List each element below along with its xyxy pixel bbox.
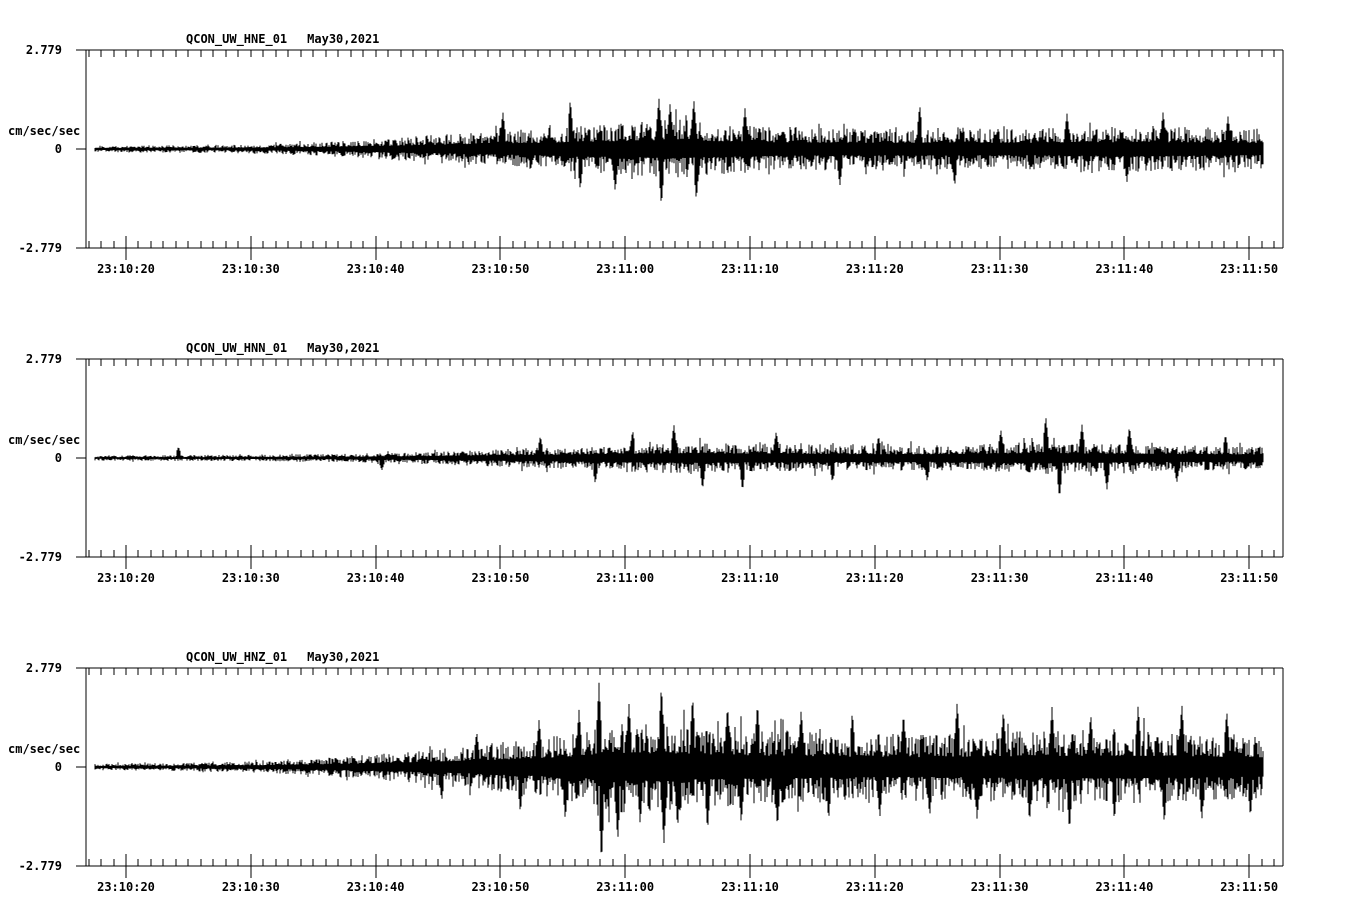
- date-label: May30,2021: [307, 32, 380, 46]
- x-axis-time-label: 23:11:40: [1095, 880, 1154, 894]
- panel-title: QCON_UW_HNZ_01 May30,2021: [186, 651, 379, 664]
- y-axis-units-label: cm/sec/sec: [8, 742, 81, 756]
- y-axis-max-label: 2.779: [25, 661, 62, 675]
- waveform-trace-hnn: [94, 418, 1264, 494]
- y-axis-max-label: 2.779: [25, 352, 62, 366]
- x-axis-time-label: 23:11:50: [1220, 571, 1279, 585]
- waveform-trace-hnz: [94, 682, 1264, 853]
- x-axis-time-label: 23:11:40: [1095, 262, 1154, 276]
- x-axis-time-label: 23:10:40: [346, 880, 405, 894]
- x-axis-time-label: 23:10:40: [346, 262, 405, 276]
- x-axis-time-label: 23:10:50: [471, 571, 530, 585]
- x-axis-time-label: 23:11:30: [970, 262, 1029, 276]
- waveform-trace-hne: [94, 98, 1264, 201]
- x-axis-time-label: 23:10:20: [97, 262, 155, 276]
- x-axis-time-label: 23:11:10: [721, 262, 779, 276]
- y-axis-min-label: -2.779: [18, 550, 62, 564]
- x-axis-time-label: 23:10:20: [97, 880, 155, 894]
- x-axis-time-label: 23:11:50: [1220, 880, 1279, 894]
- x-axis-time-label: 23:11:00: [596, 571, 655, 585]
- y-axis-min-label: -2.779: [18, 859, 62, 873]
- date-label: May30,2021: [307, 341, 380, 355]
- station-channel-label: QCON_UW_HNZ_01: [186, 650, 288, 664]
- x-axis-time-label: 23:10:30: [221, 880, 280, 894]
- date-label: May30,2021: [307, 650, 380, 664]
- x-axis-time-label: 23:10:20: [97, 571, 155, 585]
- y-axis-min-label: -2.779: [18, 241, 62, 255]
- x-axis-time-label: 23:11:10: [721, 880, 779, 894]
- x-axis-time-label: 23:11:40: [1095, 571, 1154, 585]
- y-axis-max-label: 2.779: [25, 43, 62, 57]
- x-axis-time-label: 23:11:30: [970, 880, 1029, 894]
- y-axis-zero-label: 0: [54, 760, 62, 774]
- station-channel-label: QCON_UW_HNE_01: [186, 32, 288, 46]
- y-axis-zero-label: 0: [54, 451, 62, 465]
- y-axis-units-label: cm/sec/sec: [8, 433, 81, 447]
- x-axis-time-label: 23:11:30: [970, 571, 1029, 585]
- x-axis-time-label: 23:11:00: [596, 262, 655, 276]
- x-axis-time-label: 23:10:40: [346, 571, 405, 585]
- x-axis-time-label: 23:10:50: [471, 262, 530, 276]
- x-axis-time-label: 23:11:20: [845, 571, 904, 585]
- x-axis-time-label: 23:11:10: [721, 571, 779, 585]
- panel-title: QCON_UW_HNN_01 May30,2021: [186, 342, 379, 355]
- x-axis-time-label: 23:10:50: [471, 880, 530, 894]
- panel-title: QCON_UW_HNE_01 May30,2021: [186, 33, 379, 46]
- x-axis-time-label: 23:11:00: [596, 880, 655, 894]
- x-axis-time-label: 23:11:20: [845, 262, 904, 276]
- station-channel-label: QCON_UW_HNN_01: [186, 341, 288, 355]
- x-axis-time-label: 23:11:50: [1220, 262, 1279, 276]
- y-axis-units-label: cm/sec/sec: [8, 124, 81, 138]
- y-axis-zero-label: 0: [54, 142, 62, 156]
- x-axis-time-label: 23:11:20: [845, 880, 904, 894]
- x-axis-time-label: 23:10:30: [221, 262, 280, 276]
- x-axis-time-label: 23:10:30: [221, 571, 280, 585]
